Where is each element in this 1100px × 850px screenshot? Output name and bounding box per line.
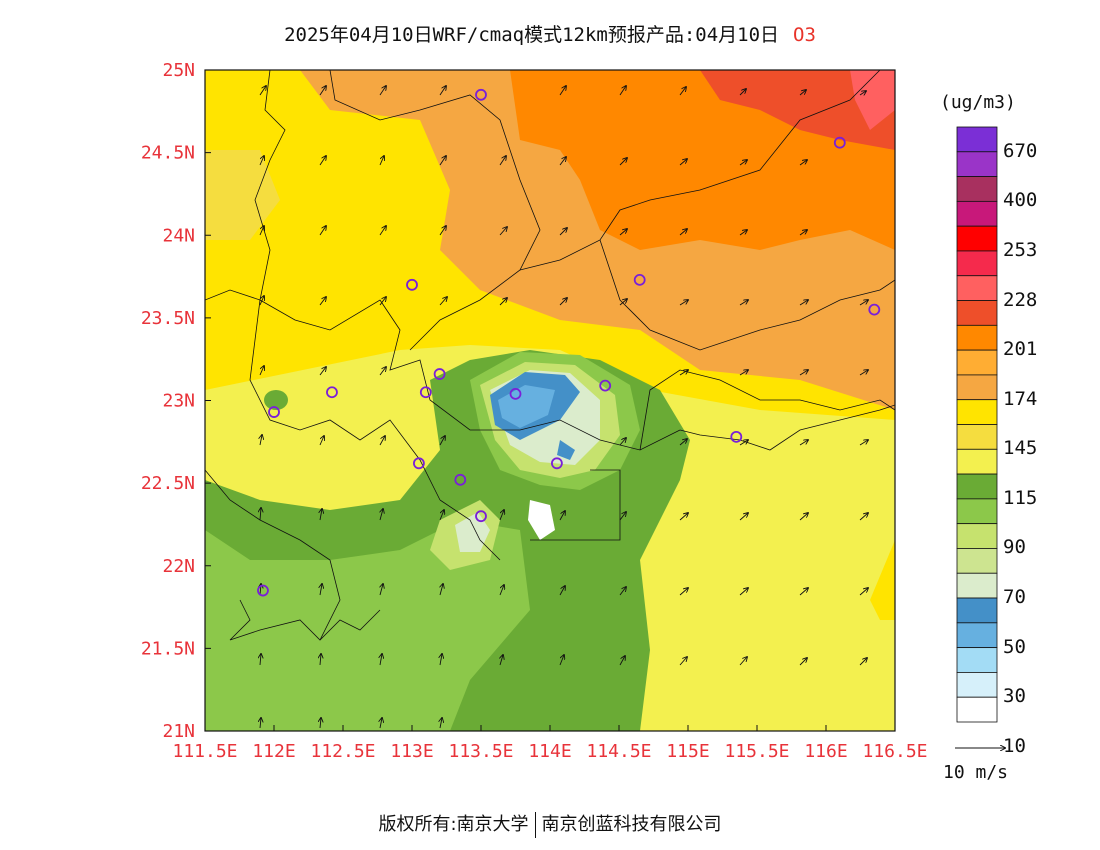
colorbar-swatch (956, 572, 998, 599)
colorbar-label: 90 (1003, 536, 1026, 559)
station-marker (454, 473, 467, 486)
station-marker (475, 88, 487, 101)
y-tick-label: 22.5N (141, 473, 195, 494)
colorbar-swatch (956, 151, 998, 177)
colorbar-swatch (956, 647, 998, 673)
station-marker (412, 457, 425, 470)
x-tick-label: 114.5E (586, 741, 651, 762)
y-axis-ticks: 25N 24.5N 24N 23.5N 23N 22.5N 22N 21.5N 21N (141, 60, 211, 742)
footer-left: 版权所有:南京大学 (378, 814, 529, 835)
station-marker (633, 273, 646, 286)
x-tick-label: 114E (528, 741, 571, 762)
footer-separator (534, 812, 536, 838)
x-tick-label: 113.5E (448, 741, 513, 762)
colorbar-swatch (956, 349, 998, 376)
colorbar-swatch (956, 696, 998, 723)
colorbar-swatch (956, 176, 998, 202)
x-tick-label: 113E (390, 741, 433, 762)
station-marker (868, 303, 881, 316)
colorbar-label: 228 (1003, 288, 1038, 311)
colorbar-swatch (956, 300, 998, 326)
colorbar-swatch (956, 523, 998, 549)
map-title: 2025年04月10日WRF/cmaq模式12km预报产品:04月10日 O3 (0, 20, 1100, 47)
station-marker (509, 387, 522, 400)
colorbar (956, 126, 998, 723)
station-marker (268, 406, 280, 418)
copyright-footer: 版权所有:南京大学 南京创蓝科技有限公司 (0, 810, 1100, 838)
colorbar-swatch (956, 424, 998, 450)
colorbar-swatch (956, 225, 998, 252)
station-marker (257, 584, 269, 597)
colorbar-label: 115 (1003, 486, 1038, 509)
station-marker (326, 386, 338, 399)
x-tick-label: 112E (252, 741, 295, 762)
colorbar-label: 201 (1003, 338, 1038, 361)
station-marker (475, 510, 487, 523)
y-tick-label: 24.5N (141, 143, 195, 164)
colorbar-swatch (956, 399, 998, 425)
x-tick-label: 116E (804, 741, 847, 762)
pollutant-label: O3 (793, 24, 816, 46)
vector-scale-label: 10 m/s (943, 762, 1009, 783)
station-marker (419, 386, 432, 399)
x-tick-label: 112.5E (310, 741, 375, 762)
colorbar-swatch (956, 597, 998, 624)
station-marker (433, 368, 446, 380)
colorbar-label: 400 (1003, 189, 1038, 212)
colorbar-label: 174 (1003, 387, 1038, 410)
y-tick-label: 21N (162, 721, 195, 742)
colorbar-unit: (ug/m3) (940, 92, 1016, 113)
colorbar-label: 145 (1003, 437, 1038, 460)
x-axis-ticks: 111.5E 112E 112.5E 113E 113.5E 114E 114.5E 115E… (172, 725, 928, 762)
colorbar-label: 30 (1003, 685, 1026, 708)
concentration-field (205, 70, 895, 731)
colorbar-swatch (956, 498, 998, 525)
x-tick-label: 115E (666, 741, 709, 762)
y-tick-label: 22N (162, 556, 195, 577)
colorbar-label: 253 (1003, 238, 1038, 261)
colorbar-swatch (956, 672, 998, 698)
colorbar-swatch (956, 622, 998, 649)
footer-right: 南京创蓝科技有限公司 (541, 814, 722, 835)
colorbar-label: 670 (1003, 139, 1038, 162)
colorbar-swatch (956, 548, 998, 574)
colorbar-swatch (956, 200, 998, 227)
colorbar-label: 70 (1003, 586, 1026, 609)
y-tick-label: 24N (162, 225, 195, 246)
admin-boundaries (205, 70, 895, 641)
station-marker (833, 136, 846, 149)
y-tick-label: 25N (162, 60, 195, 81)
y-tick-label: 21.5N (141, 638, 195, 659)
colorbar-swatch (956, 126, 998, 153)
colorbar-swatch (956, 324, 998, 351)
monitoring-stations (257, 88, 881, 597)
colorbar-swatch (956, 374, 998, 401)
y-tick-label: 23.5N (141, 308, 195, 329)
colorbar-swatch (956, 473, 998, 500)
colorbar-swatch (956, 448, 998, 475)
y-tick-label: 23N (162, 391, 195, 412)
x-tick-label: 111.5E (172, 741, 237, 762)
colorbar-swatch (956, 275, 998, 301)
station-marker (406, 278, 418, 291)
x-tick-label: 115.5E (724, 741, 789, 762)
wind-vectors (260, 86, 868, 729)
x-tick-label: 116.5E (862, 741, 927, 762)
title-text: 2025年04月10日WRF/cmaq模式12km预报产品:04月10日 (284, 24, 780, 46)
station-marker (730, 430, 743, 443)
station-marker (599, 379, 612, 392)
colorbar-label: 10 (1003, 734, 1026, 757)
colorbar-label: 50 (1003, 635, 1026, 658)
colorbar-swatch (956, 250, 998, 277)
station-marker (551, 457, 563, 470)
